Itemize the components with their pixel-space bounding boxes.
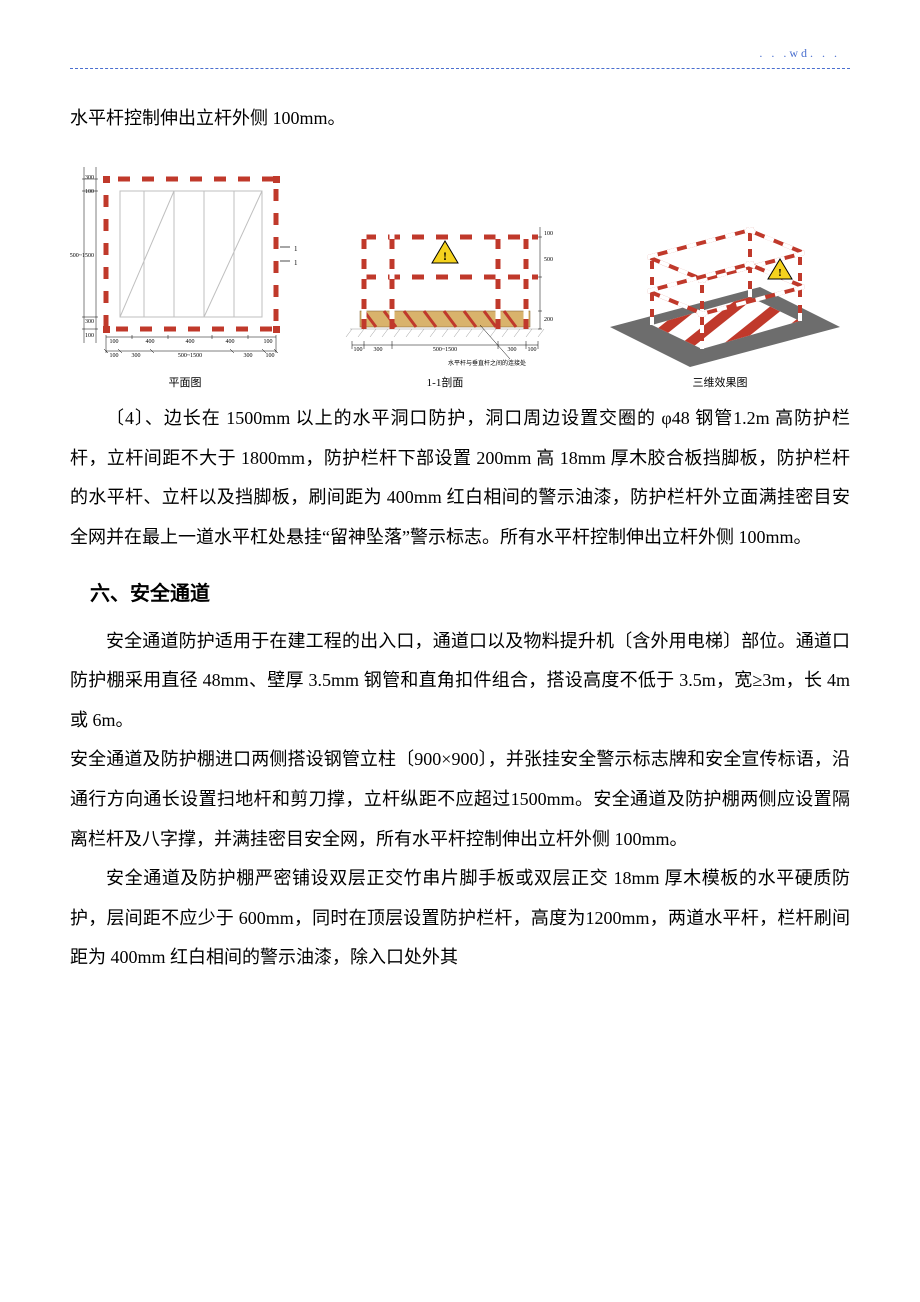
section-svg: ! 100 500 200 100 300 500~1500 300 [330, 207, 560, 367]
svg-text:400: 400 [186, 339, 195, 345]
figure-plan: 300 100 500~1500 300 100 100 400 400 400 [70, 157, 300, 395]
svg-text:300: 300 [244, 353, 253, 359]
para-6-3: 安全通道及防护棚严密铺设双层正交竹串片脚手板或双层正交 18mm 厚木模板的水平… [70, 859, 850, 978]
svg-text:1: 1 [294, 259, 298, 267]
svg-text:300: 300 [374, 347, 383, 353]
svg-text:400: 400 [146, 339, 155, 345]
svg-text:!: ! [778, 267, 782, 279]
svg-text:1: 1 [294, 245, 298, 253]
svg-text:300: 300 [85, 175, 94, 181]
svg-text:100: 100 [266, 353, 275, 359]
svg-text:100: 100 [85, 189, 94, 195]
para-6-2: 安全通道及防护棚进口两侧搭设钢管立柱〔900×900〕，并张挂安全警示标志牌和安… [70, 740, 850, 859]
svg-text:100: 100 [528, 347, 537, 353]
svg-text:500~1500: 500~1500 [178, 353, 202, 359]
svg-text:200: 200 [544, 317, 553, 323]
plan-svg: 300 100 500~1500 300 100 100 400 400 400 [70, 157, 300, 367]
svg-text:100: 100 [110, 353, 119, 359]
svg-text:100: 100 [544, 231, 553, 237]
svg-text:500~1500: 500~1500 [433, 347, 457, 353]
svg-text:水平杆与垂直杆之间的连接处: 水平杆与垂直杆之间的连接处 [448, 359, 526, 367]
svg-text:300: 300 [132, 353, 141, 359]
iso-caption: 三维效果图 [693, 371, 748, 395]
svg-text:500: 500 [544, 257, 553, 263]
header-wd: . . .wd. . . [759, 40, 840, 66]
figures-row: 300 100 500~1500 300 100 100 400 400 400 [70, 157, 850, 395]
svg-text:300: 300 [85, 319, 94, 325]
svg-text:100: 100 [354, 347, 363, 353]
para-intro: 水平杆控制伸出立杆外侧 100mm。 [70, 99, 850, 139]
header-divider [70, 68, 850, 69]
svg-text:!: ! [443, 249, 447, 263]
svg-text:100: 100 [264, 339, 273, 345]
figure-iso: ! 三维效果图 [590, 197, 850, 395]
section-caption: 1-1剖面 [427, 371, 464, 395]
warning-sign-icon: ! [432, 241, 458, 263]
para-4: 〔4〕、边长在 1500mm 以上的水平洞口防护，洞口周边设置交圈的 φ48 钢… [70, 399, 850, 557]
iso-svg: ! [590, 197, 850, 367]
plan-caption: 平面图 [169, 371, 202, 395]
svg-text:300: 300 [508, 347, 517, 353]
page-header: . . .wd. . . [70, 40, 850, 66]
svg-text:100: 100 [85, 333, 94, 339]
svg-text:500~1500: 500~1500 [70, 253, 94, 259]
figure-section: ! 100 500 200 100 300 500~1500 300 [330, 207, 560, 395]
para-6-1: 安全通道防护适用于在建工程的出入口，通道口以及物料提升机〔含外用电梯〕部位。通道… [70, 622, 850, 741]
svg-text:400: 400 [226, 339, 235, 345]
heading-6: 六、安全通道 [70, 572, 850, 616]
svg-text:100: 100 [110, 339, 119, 345]
